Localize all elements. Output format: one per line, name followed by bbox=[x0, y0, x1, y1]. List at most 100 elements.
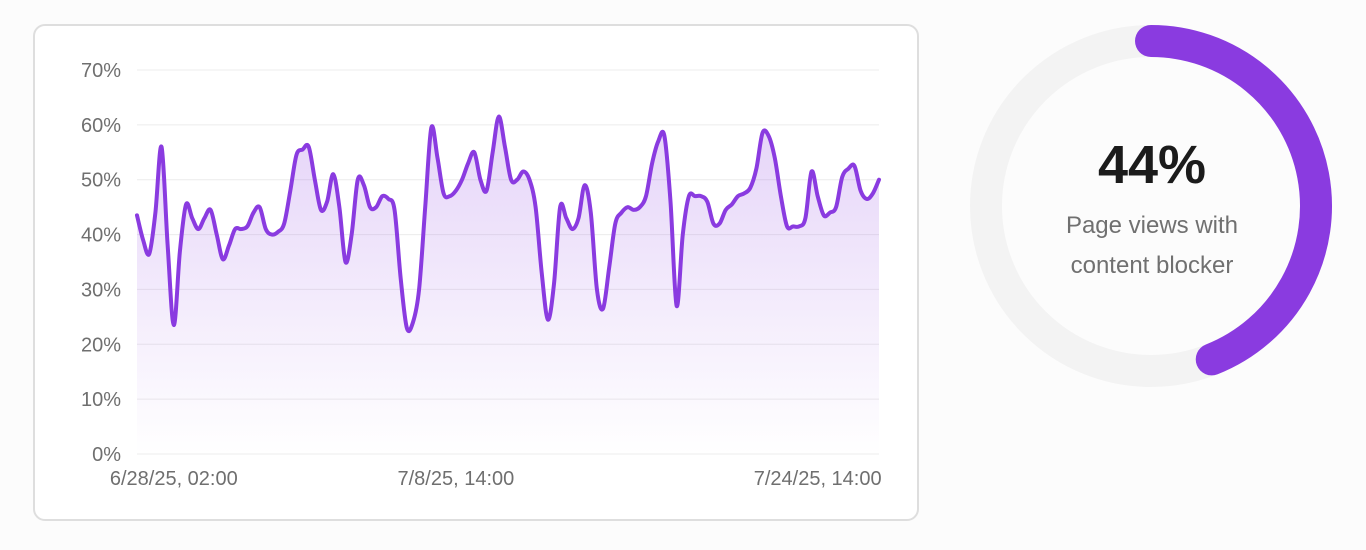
data-point[interactable] bbox=[858, 188, 864, 194]
data-point[interactable] bbox=[539, 270, 545, 276]
data-point[interactable] bbox=[244, 223, 250, 229]
data-point[interactable] bbox=[514, 177, 520, 183]
line-chart[interactable]: 0% 10% 20% 30% 40% 50% 60% 70% 6/28/25, 02:00 7/… bbox=[35, 26, 921, 523]
data-point[interactable] bbox=[723, 207, 729, 213]
data-point[interactable] bbox=[557, 204, 563, 210]
data-point[interactable] bbox=[772, 155, 778, 161]
data-point[interactable] bbox=[668, 199, 674, 205]
data-point[interactable] bbox=[655, 138, 661, 144]
data-point[interactable] bbox=[330, 171, 336, 177]
data-point[interactable] bbox=[220, 256, 226, 262]
data-point[interactable] bbox=[263, 226, 269, 232]
data-point[interactable] bbox=[821, 212, 827, 218]
data-point[interactable] bbox=[159, 144, 165, 150]
data-point[interactable] bbox=[281, 221, 287, 227]
data-point[interactable] bbox=[569, 226, 575, 232]
data-point[interactable] bbox=[373, 204, 379, 210]
data-point[interactable] bbox=[349, 232, 355, 238]
data-point[interactable] bbox=[606, 264, 612, 270]
data-point[interactable] bbox=[612, 221, 618, 227]
data-point[interactable] bbox=[870, 190, 876, 196]
data-point[interactable] bbox=[833, 204, 839, 210]
data-point[interactable] bbox=[140, 237, 146, 243]
data-point[interactable] bbox=[827, 210, 833, 216]
data-point[interactable] bbox=[502, 144, 508, 150]
data-point[interactable] bbox=[845, 166, 851, 172]
data-point[interactable] bbox=[490, 149, 496, 155]
data-point[interactable] bbox=[759, 130, 765, 136]
data-point[interactable] bbox=[631, 207, 637, 213]
data-point[interactable] bbox=[533, 204, 539, 210]
data-point[interactable] bbox=[336, 204, 342, 210]
data-point[interactable] bbox=[275, 229, 281, 235]
data-point[interactable] bbox=[477, 177, 483, 183]
data-point[interactable] bbox=[385, 196, 391, 202]
data-point[interactable] bbox=[674, 303, 680, 309]
data-point[interactable] bbox=[643, 193, 649, 199]
data-point[interactable] bbox=[251, 210, 257, 216]
data-point[interactable] bbox=[257, 204, 263, 210]
data-point[interactable] bbox=[392, 207, 398, 213]
data-point[interactable] bbox=[729, 201, 735, 207]
data-point[interactable] bbox=[355, 177, 361, 183]
data-point[interactable] bbox=[428, 125, 434, 131]
data-point[interactable] bbox=[367, 204, 373, 210]
data-point[interactable] bbox=[802, 215, 808, 221]
data-point[interactable] bbox=[306, 144, 312, 150]
data-point[interactable] bbox=[293, 152, 299, 158]
data-point[interactable] bbox=[876, 177, 882, 183]
data-point[interactable] bbox=[594, 286, 600, 292]
data-point[interactable] bbox=[434, 155, 440, 161]
data-point[interactable] bbox=[790, 223, 796, 229]
data-point[interactable] bbox=[459, 177, 465, 183]
data-point[interactable] bbox=[226, 243, 232, 249]
data-point[interactable] bbox=[551, 281, 557, 287]
data-point[interactable] bbox=[189, 215, 195, 221]
data-point[interactable] bbox=[686, 193, 692, 199]
data-point[interactable] bbox=[146, 251, 152, 257]
data-point[interactable] bbox=[839, 174, 845, 180]
data-point[interactable] bbox=[484, 188, 490, 194]
data-point[interactable] bbox=[152, 210, 158, 216]
data-point[interactable] bbox=[195, 226, 201, 232]
data-point[interactable] bbox=[324, 199, 330, 205]
data-point[interactable] bbox=[238, 226, 244, 232]
data-point[interactable] bbox=[618, 210, 624, 216]
series-line[interactable] bbox=[135, 114, 881, 333]
data-point[interactable] bbox=[214, 232, 220, 238]
data-point[interactable] bbox=[312, 177, 318, 183]
data-point[interactable] bbox=[680, 232, 686, 238]
data-point[interactable] bbox=[545, 317, 551, 323]
data-point[interactable] bbox=[471, 149, 477, 155]
data-point[interactable] bbox=[183, 201, 189, 207]
data-point[interactable] bbox=[453, 188, 459, 194]
data-point[interactable] bbox=[661, 133, 667, 139]
data-point[interactable] bbox=[649, 160, 655, 166]
data-point[interactable] bbox=[851, 163, 857, 169]
data-point[interactable] bbox=[704, 199, 710, 205]
data-point[interactable] bbox=[318, 207, 324, 213]
data-point[interactable] bbox=[269, 232, 275, 238]
data-point[interactable] bbox=[809, 168, 815, 174]
data-point[interactable] bbox=[625, 204, 631, 210]
data-point[interactable] bbox=[815, 193, 821, 199]
data-point[interactable] bbox=[201, 215, 207, 221]
data-point[interactable] bbox=[171, 322, 177, 328]
data-point[interactable] bbox=[422, 204, 428, 210]
data-point[interactable] bbox=[287, 188, 293, 194]
data-point[interactable] bbox=[637, 204, 643, 210]
data-point[interactable] bbox=[741, 190, 747, 196]
data-point[interactable] bbox=[563, 215, 569, 221]
data-point[interactable] bbox=[177, 248, 183, 254]
data-point[interactable] bbox=[600, 306, 606, 312]
data-point[interactable] bbox=[134, 212, 140, 218]
data-point[interactable] bbox=[582, 182, 588, 188]
data-point[interactable] bbox=[717, 221, 723, 227]
data-point[interactable] bbox=[796, 223, 802, 229]
data-point[interactable] bbox=[710, 221, 716, 227]
data-point[interactable] bbox=[692, 193, 698, 199]
data-point[interactable] bbox=[698, 193, 704, 199]
data-point[interactable] bbox=[300, 147, 306, 153]
data-point[interactable] bbox=[398, 275, 404, 281]
data-point[interactable] bbox=[753, 166, 759, 172]
